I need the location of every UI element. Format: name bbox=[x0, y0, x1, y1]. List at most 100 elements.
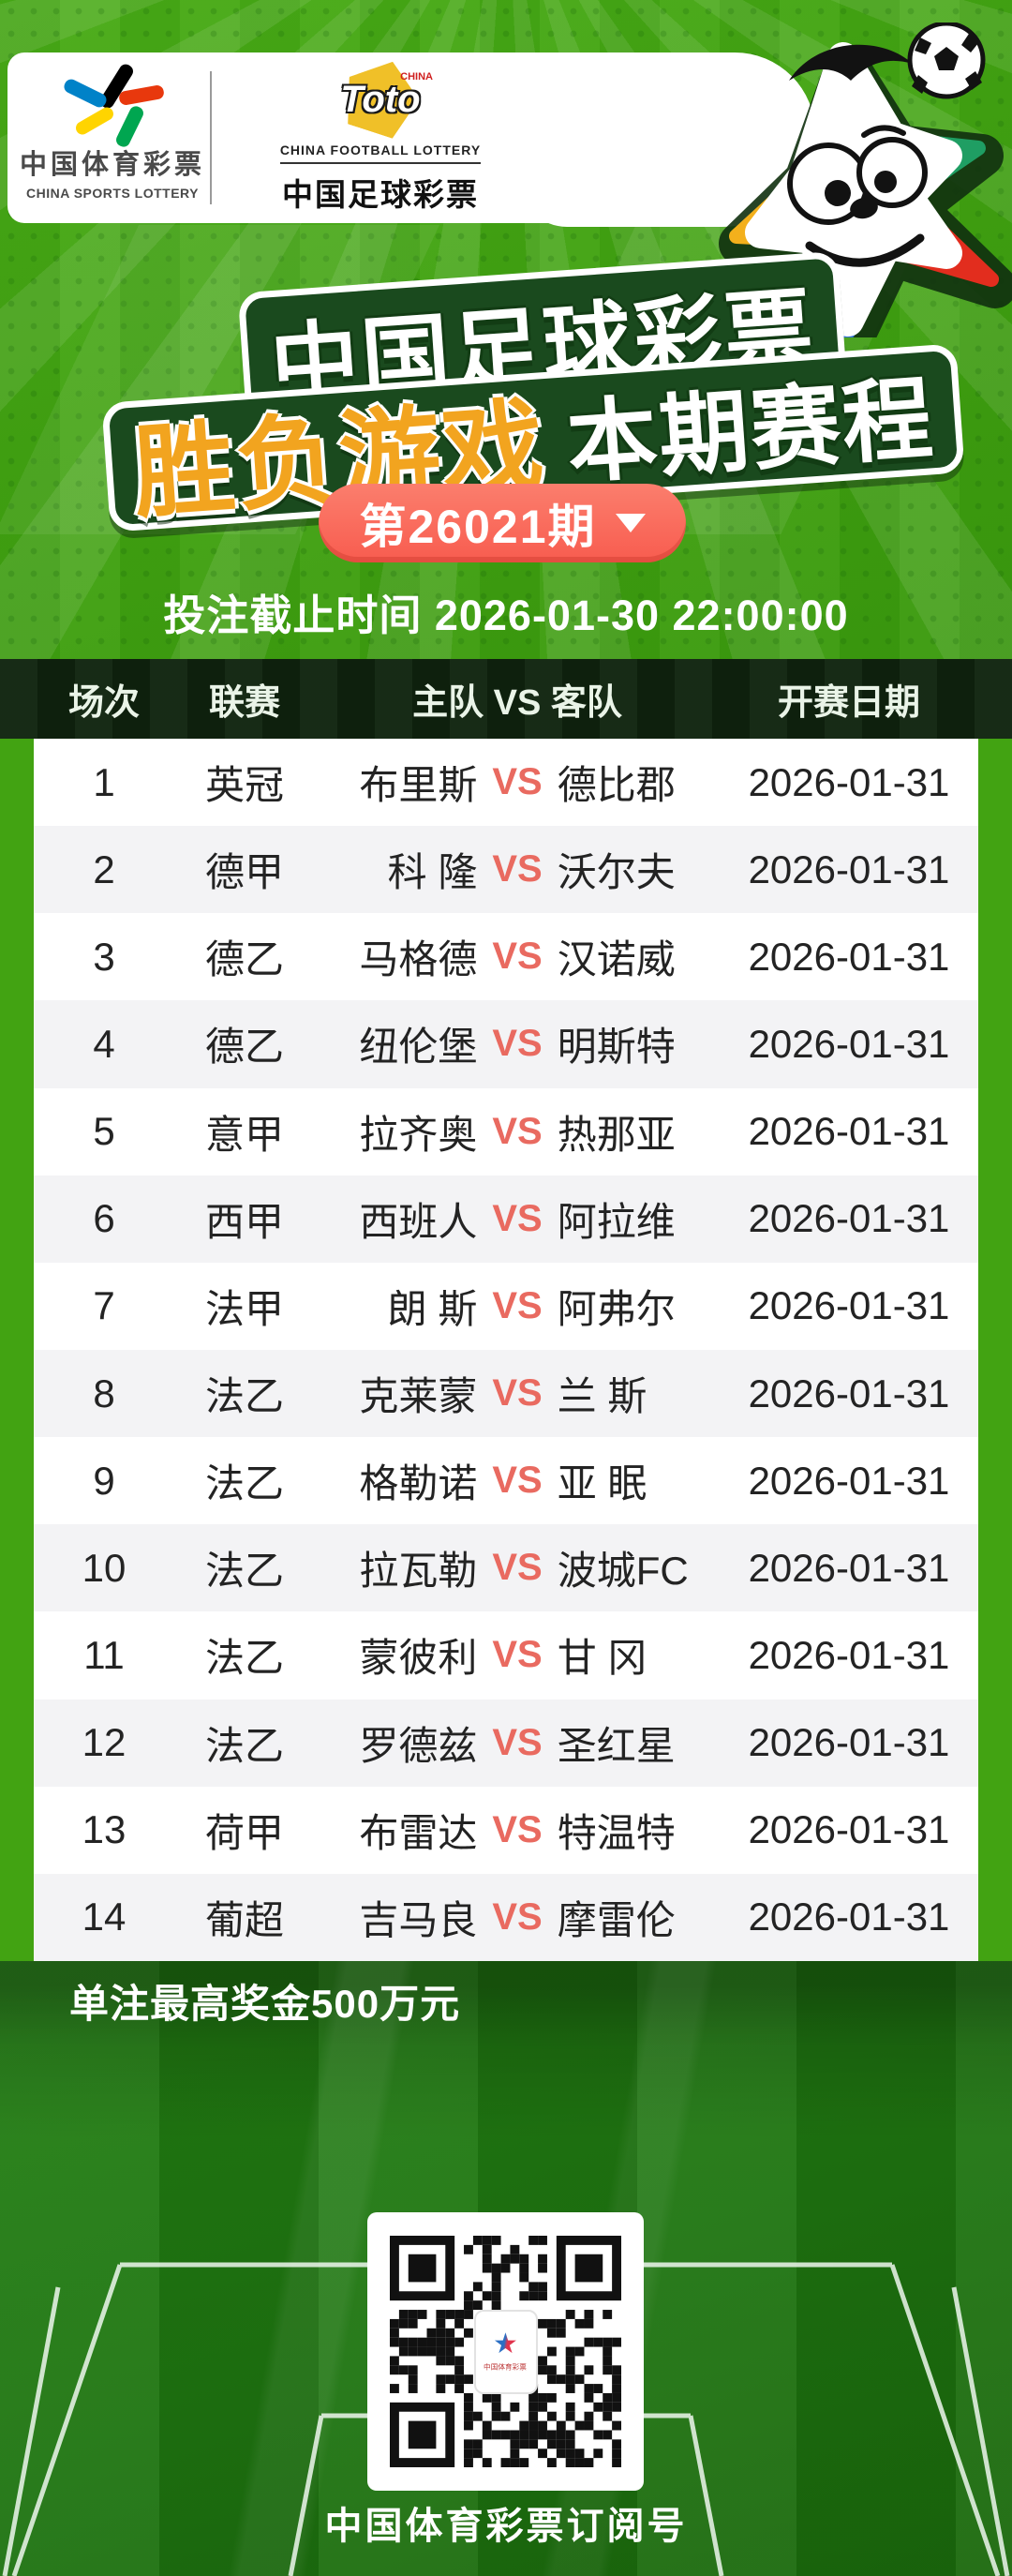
vs-label: VS bbox=[492, 1634, 543, 1676]
match-date: 2026-01-31 bbox=[748, 846, 950, 891]
match-number: 4 bbox=[93, 1021, 115, 1066]
home-team: 科 隆 bbox=[387, 850, 478, 895]
match-number: 7 bbox=[93, 1283, 115, 1328]
issue-selector[interactable]: 第26021期 bbox=[319, 484, 686, 562]
home-team: 罗德兹 bbox=[359, 1723, 478, 1768]
vs-label: VS bbox=[492, 848, 543, 891]
away-team: 阿拉维 bbox=[557, 1199, 676, 1244]
away-team: 圣红星 bbox=[557, 1723, 676, 1768]
table-row: 6 西甲 西班人 VS 阿拉维 2026-01-31 bbox=[34, 1175, 978, 1263]
match-number: 9 bbox=[93, 1458, 115, 1503]
match-date: 2026-01-31 bbox=[748, 1458, 950, 1503]
match-table-body: 1 英冠 布里斯 VS 德比郡 2026-01-31 2 德甲 科 隆 VS 沃… bbox=[34, 739, 978, 1961]
match-date: 2026-01-31 bbox=[748, 934, 950, 979]
league-name: 法乙 bbox=[204, 1461, 284, 1506]
vs-label: VS bbox=[492, 936, 543, 978]
football-lottery-name-en: CHINA FOOTBALL LOTTERY bbox=[279, 142, 482, 164]
match-date: 2026-01-31 bbox=[748, 1720, 950, 1765]
chevron-down-icon bbox=[615, 514, 646, 532]
soccer-ball-icon bbox=[907, 22, 986, 99]
home-team: 格勒诺 bbox=[359, 1461, 478, 1506]
home-team: 朗 斯 bbox=[387, 1286, 478, 1331]
football-lottery-name-zh: 中国足球彩票 bbox=[282, 177, 479, 212]
match-number: 10 bbox=[82, 1545, 126, 1590]
table-row: 10 法乙 拉瓦勒 VS 波城FC 2026-01-31 bbox=[34, 1524, 978, 1612]
match-number: 3 bbox=[93, 934, 115, 979]
match-number: 13 bbox=[82, 1807, 126, 1852]
home-team: 布雷达 bbox=[359, 1810, 478, 1855]
match-date: 2026-01-31 bbox=[748, 1109, 950, 1154]
sports-lottery-name-en: CHINA SPORTS LOTTERY bbox=[26, 186, 199, 201]
qr-caption: 中国体育彩票订阅号 bbox=[324, 2506, 688, 2547]
league-name: 葡超 bbox=[204, 1897, 284, 1942]
home-team: 拉瓦勒 bbox=[359, 1549, 478, 1594]
home-team: 蒙彼利 bbox=[359, 1636, 478, 1681]
vs-label: VS bbox=[492, 1721, 543, 1763]
toto-icon: Toto CHINA bbox=[335, 58, 433, 139]
away-team: 德比郡 bbox=[557, 763, 676, 808]
match-number: 11 bbox=[83, 1632, 125, 1677]
league-name: 西甲 bbox=[204, 1199, 284, 1244]
column-match-no: 场次 bbox=[67, 683, 140, 723]
home-team: 纽伦堡 bbox=[359, 1025, 478, 1070]
match-number: 2 bbox=[93, 846, 115, 891]
home-team: 布里斯 bbox=[359, 763, 478, 808]
league-name: 法乙 bbox=[204, 1723, 284, 1768]
column-league: 联赛 bbox=[208, 683, 280, 723]
away-team: 摩雷伦 bbox=[557, 1897, 676, 1942]
match-date: 2026-01-31 bbox=[748, 1807, 950, 1852]
vs-label: VS bbox=[492, 1197, 543, 1239]
max-prize-note: 单注最高奖金500万元 bbox=[69, 1982, 461, 2026]
away-team: 亚 眠 bbox=[557, 1461, 647, 1506]
match-date: 2026-01-31 bbox=[748, 1632, 950, 1677]
column-date: 开赛日期 bbox=[777, 683, 920, 723]
sports-lottery-pinwheel-icon bbox=[61, 61, 165, 149]
match-date: 2026-01-31 bbox=[748, 1196, 950, 1241]
vs-label: VS bbox=[492, 761, 543, 803]
league-name: 法甲 bbox=[204, 1286, 284, 1331]
match-date: 2026-01-31 bbox=[748, 1021, 950, 1066]
vs-label: VS bbox=[492, 1110, 543, 1152]
title-schedule-label: 本期赛程 bbox=[563, 367, 938, 494]
column-match: 主队 VS 客队 bbox=[412, 683, 622, 723]
qr-pattern bbox=[390, 2236, 621, 2467]
away-team: 波城FC bbox=[557, 1549, 689, 1594]
league-name: 德甲 bbox=[204, 850, 284, 895]
table-row: 1 英冠 布里斯 VS 德比郡 2026-01-31 bbox=[34, 739, 978, 826]
china-sports-lottery-logo: 中国体育彩票 CHINA SPORTS LOTTERY bbox=[19, 60, 206, 216]
league-name: 法乙 bbox=[204, 1636, 284, 1681]
match-date: 2026-01-31 bbox=[748, 1370, 950, 1415]
table-row: 5 意甲 拉齐奥 VS 热那亚 2026-01-31 bbox=[34, 1088, 978, 1176]
table-row: 13 荷甲 布雷达 VS 特温特 2026-01-31 bbox=[34, 1787, 978, 1874]
logo-divider bbox=[210, 71, 212, 204]
table-header: 场次 联赛 主队 VS 客队 开赛日期 bbox=[0, 659, 1012, 739]
qr-code: ★ 中国体育彩票 bbox=[367, 2212, 644, 2491]
match-date: 2026-01-31 bbox=[748, 759, 950, 804]
match-number: 1 bbox=[93, 759, 115, 804]
vs-label: VS bbox=[492, 1023, 543, 1065]
match-number: 14 bbox=[82, 1895, 126, 1939]
vs-label: VS bbox=[492, 1460, 543, 1502]
table-row: 14 葡超 吉马良 VS 摩雷伦 2026-01-31 bbox=[34, 1873, 978, 1961]
table-row: 9 法乙 格勒诺 VS 亚 眠 2026-01-31 bbox=[34, 1437, 978, 1524]
table-row: 2 德甲 科 隆 VS 沃尔夫 2026-01-31 bbox=[34, 826, 978, 914]
league-name: 荷甲 bbox=[204, 1810, 284, 1855]
away-team: 热那亚 bbox=[557, 1112, 676, 1157]
china-football-lottery-logo: Toto CHINA CHINA FOOTBALL LOTTERY 中国足球彩票 bbox=[221, 58, 540, 219]
vs-label: VS bbox=[492, 1284, 543, 1326]
vs-label: VS bbox=[492, 1808, 543, 1850]
away-team: 沃尔夫 bbox=[557, 850, 676, 895]
league-name: 英冠 bbox=[204, 763, 284, 808]
match-date: 2026-01-31 bbox=[748, 1545, 950, 1590]
vs-label: VS bbox=[492, 1547, 543, 1589]
table-row: 12 法乙 罗德兹 VS 圣红星 2026-01-31 bbox=[34, 1699, 978, 1787]
away-team: 特温特 bbox=[557, 1810, 676, 1855]
away-team: 阿弗尔 bbox=[557, 1286, 676, 1331]
qr-center-logo: ★ 中国体育彩票 bbox=[473, 2309, 538, 2394]
league-name: 法乙 bbox=[204, 1374, 284, 1419]
table-row: 3 德乙 马格德 VS 汉诺威 2026-01-31 bbox=[34, 913, 978, 1000]
table-row: 4 德乙 纽伦堡 VS 明斯特 2026-01-31 bbox=[34, 1000, 978, 1088]
deadline-text: 投注截止时间 2026-01-30 22:00:00 bbox=[163, 592, 849, 639]
match-number: 12 bbox=[82, 1720, 126, 1765]
league-name: 德乙 bbox=[204, 1025, 284, 1070]
